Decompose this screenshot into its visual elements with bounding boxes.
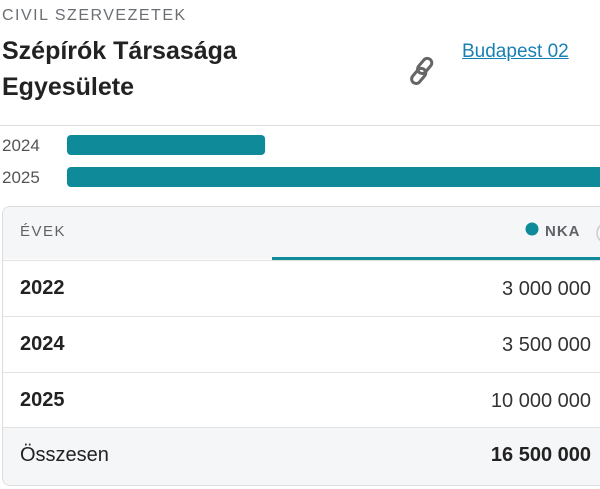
bar <box>67 167 600 187</box>
amount: 3 500 000 <box>502 334 591 356</box>
separator <box>0 125 600 126</box>
category: CIVIL SZERVEZETEK <box>2 7 187 24</box>
link-icon <box>410 56 434 86</box>
total-label: Összesen <box>20 444 109 466</box>
title: Szépírók Társasága <box>2 37 237 65</box>
table: ÉVEK NKA 2022 3 000 000 2024 3 500 000 2… <box>2 206 600 486</box>
column-header: NKA <box>545 223 581 240</box>
row: 2024 3 500 000 <box>3 316 600 373</box>
bar <box>67 135 266 155</box>
amount: 3 000 000 <box>502 278 591 300</box>
column-header: ÉVEK <box>20 223 67 240</box>
legend-dot <box>525 222 539 236</box>
y-tick-label: 2025 <box>2 168 40 187</box>
y-tick-label: 2024 <box>2 136 40 155</box>
title: Egyesülete <box>2 73 135 101</box>
year: 2025 <box>20 389 65 411</box>
row: 2022 3 000 000 <box>3 260 600 317</box>
toggle[interactable] <box>593 220 600 246</box>
column-underline <box>272 257 600 260</box>
amount: 10 000 000 <box>490 390 591 412</box>
total-amount: 16 500 000 <box>490 444 591 466</box>
header-row: ÉVEK NKA <box>3 207 600 260</box>
link[interactable]: Budapest 02 <box>462 41 569 62</box>
row: 2025 10 000 000 <box>3 372 600 428</box>
year: 2022 <box>20 277 65 299</box>
year: 2024 <box>20 333 65 355</box>
chart: 2024 2025 <box>2 135 600 187</box>
total-row: Összesen 16 500 000 <box>3 427 600 485</box>
